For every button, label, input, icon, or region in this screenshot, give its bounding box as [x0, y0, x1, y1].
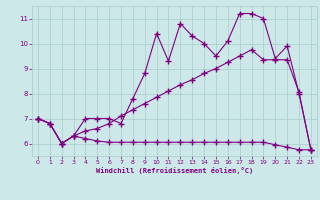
X-axis label: Windchill (Refroidissement éolien,°C): Windchill (Refroidissement éolien,°C) [96, 167, 253, 174]
